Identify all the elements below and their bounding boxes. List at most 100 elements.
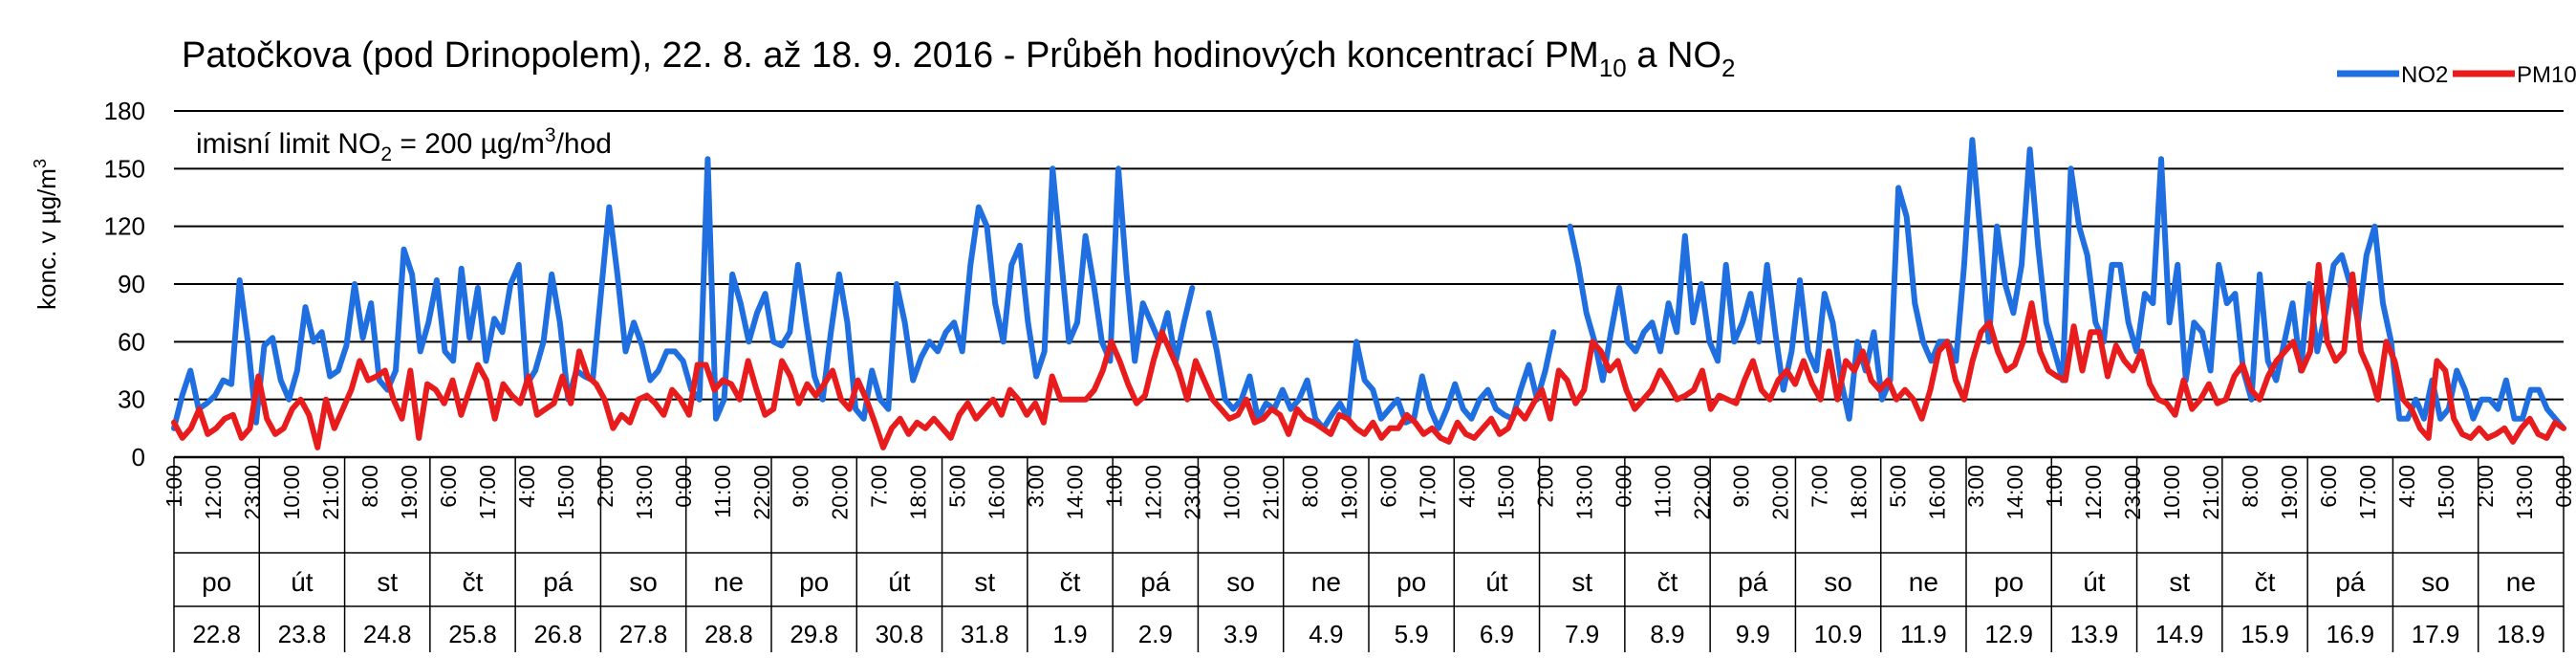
day-of-week-label: so	[629, 567, 658, 597]
x-hour-label: 2:00	[2473, 465, 2498, 508]
x-hour-label: 10:00	[279, 465, 304, 520]
x-hour-label: 8:00	[357, 465, 382, 508]
y-tick-label: 0	[132, 443, 145, 472]
day-of-week-label: st	[1571, 567, 1592, 597]
x-hour-label: 2:00	[1532, 465, 1557, 508]
day-of-week-label: st	[377, 567, 398, 597]
x-hour-label: 13:00	[632, 465, 657, 520]
series-line-no2	[171, 156, 1196, 431]
date-label: 27.8	[619, 620, 668, 648]
day-of-week-label: po	[1396, 567, 1426, 597]
date-label: 1.9	[1052, 620, 1087, 648]
legend: NO2 PM10	[2337, 62, 2576, 88]
y-tick-label: 30	[118, 385, 145, 414]
day-of-week-label: čt	[2255, 567, 2276, 597]
x-hour-label: 2:00	[593, 465, 617, 508]
x-hour-label: 22:00	[1689, 465, 1714, 520]
day-of-week-label: ne	[714, 567, 744, 597]
date-label: 13.9	[2070, 620, 2119, 648]
x-hour-label: 0:00	[1611, 465, 1635, 508]
x-hour-label: 21:00	[1259, 465, 1284, 520]
x-hour-label: 17:00	[475, 465, 500, 520]
day-of-week-label: pá	[543, 567, 574, 597]
x-hour-label: 23:00	[240, 465, 265, 520]
x-hour-label: 18:00	[1846, 465, 1871, 520]
date-label: 15.9	[2240, 620, 2289, 648]
x-hour-label: 14:00	[1063, 465, 1088, 520]
x-hour-label: 18:00	[906, 465, 931, 520]
day-of-week-label: út	[2083, 567, 2106, 597]
day-of-week-label: po	[799, 567, 829, 597]
series-lines	[171, 137, 2566, 450]
date-label: 18.9	[2497, 620, 2545, 648]
x-hour-label: 12:00	[2081, 465, 2106, 520]
day-of-week-label: pá	[2335, 567, 2366, 597]
date-label: 7.9	[1565, 620, 1599, 648]
x-hour-label: 0:00	[671, 465, 696, 508]
day-of-week-label: pá	[1738, 567, 1768, 597]
y-axis-label: konc. v µg/m3	[31, 159, 61, 310]
date-label: 9.9	[1736, 620, 1770, 648]
x-hour-label: 4:00	[514, 465, 539, 508]
x-hour-label: 1:00	[1102, 465, 1127, 508]
day-of-week-label: st	[974, 567, 995, 597]
day-of-week-label: út	[888, 567, 911, 597]
legend-label-no2: NO2	[2401, 62, 2448, 88]
x-hour-label: 0:00	[2551, 465, 2576, 508]
x-hour-label: 10:00	[2159, 465, 2184, 520]
y-tick-label: 120	[104, 212, 145, 241]
x-hour-label: 3:00	[1024, 465, 1049, 508]
date-label: 4.9	[1309, 620, 1343, 648]
day-of-week-label: po	[202, 567, 231, 597]
x-hour-label: 10:00	[1220, 465, 1245, 520]
y-tick-label: 60	[118, 327, 145, 356]
x-hour-label: 8:00	[1298, 465, 1323, 508]
x-hour-label: 1:00	[2042, 465, 2067, 508]
date-label: 11.9	[1900, 620, 1947, 648]
x-hour-label: 5:00	[945, 465, 970, 508]
x-hour-label: 21:00	[2198, 465, 2223, 520]
x-hour-label: 3:00	[1963, 465, 1988, 508]
day-of-week-label: čt	[1060, 567, 1081, 597]
date-label: 5.9	[1395, 620, 1429, 648]
x-hour-label: 15:00	[1493, 465, 1518, 520]
x-hour-label: 5:00	[1885, 465, 1910, 508]
x-hour-label: 4:00	[2394, 465, 2419, 508]
x-hour-label: 4:00	[1455, 465, 1480, 508]
x-hour-label: 23:00	[2120, 465, 2145, 520]
x-hour-label: 6:00	[436, 465, 461, 508]
x-hour-label: 9:00	[789, 465, 813, 508]
x-hour-label: 8:00	[2238, 465, 2262, 508]
day-of-week-label: čt	[1657, 567, 1678, 597]
date-label: 8.9	[1650, 620, 1684, 648]
y-tick-label: 150	[104, 154, 145, 183]
date-label: 2.9	[1138, 620, 1173, 648]
x-hour-label: 17:00	[2355, 465, 2380, 520]
date-label: 25.8	[448, 620, 497, 648]
date-label: 31.8	[961, 620, 1009, 648]
x-hour-label: 12:00	[201, 465, 226, 520]
day-of-week-label: po	[1994, 567, 2024, 597]
day-of-week-label: ne	[1909, 567, 1938, 597]
day-of-week-label: st	[2169, 567, 2190, 597]
x-hour-label: 17:00	[1416, 465, 1440, 520]
day-of-week-label: so	[1824, 567, 1852, 597]
day-of-week-label: čt	[463, 567, 484, 597]
date-label: 16.9	[2326, 620, 2374, 648]
x-hour-label: 20:00	[828, 465, 853, 520]
day-of-week-label: út	[1485, 567, 1508, 597]
x-hour-label: 19:00	[397, 465, 422, 520]
date-label: 30.8	[876, 620, 924, 648]
series-line-no2	[1205, 310, 1557, 431]
x-hour-label: 23:00	[1180, 465, 1205, 520]
x-hour-label: 15:00	[2434, 465, 2458, 520]
day-of-week-label: pá	[1140, 567, 1171, 597]
day-of-week-label: ne	[1311, 567, 1341, 597]
day-of-week-label: út	[291, 567, 314, 597]
x-hour-label: 13:00	[2512, 465, 2537, 520]
x-hour-label: 19:00	[2277, 465, 2302, 520]
date-label: 12.9	[1984, 620, 2033, 648]
x-hour-label: 16:00	[985, 465, 1009, 520]
date-label: 14.9	[2155, 620, 2204, 648]
